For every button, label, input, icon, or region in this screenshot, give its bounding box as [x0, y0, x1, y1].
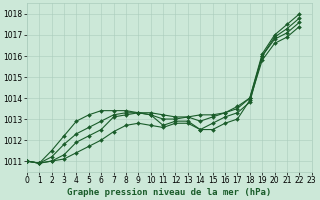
X-axis label: Graphe pression niveau de la mer (hPa): Graphe pression niveau de la mer (hPa) — [67, 188, 271, 197]
